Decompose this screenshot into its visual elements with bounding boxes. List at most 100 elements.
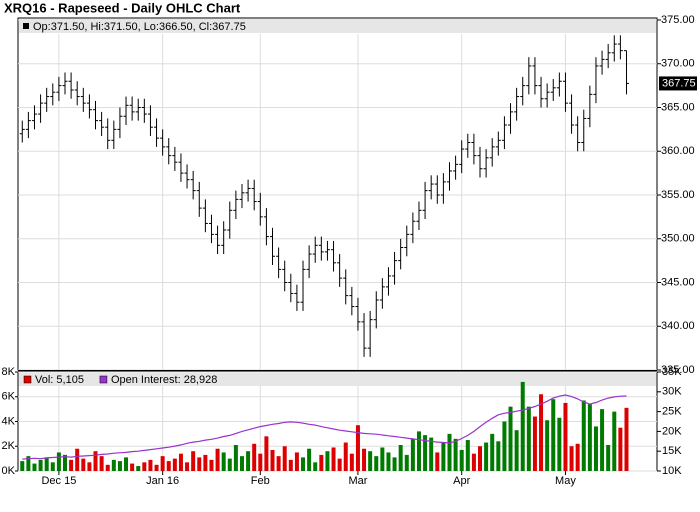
volume-bar	[313, 462, 318, 471]
legend-label: Vol: 5,105	[35, 374, 84, 386]
volume-bar	[508, 406, 513, 471]
volume-bar	[514, 430, 519, 471]
volume-bar	[496, 441, 501, 471]
volume-bar	[392, 457, 397, 471]
volume-bar	[270, 449, 275, 471]
volume-bar	[386, 452, 391, 471]
volume-bar	[325, 451, 330, 471]
volume-bar	[380, 447, 385, 471]
volume-bar	[294, 452, 299, 471]
volume-bar	[404, 454, 409, 471]
volume-bar	[423, 435, 428, 471]
volume-bar	[532, 416, 537, 471]
volume-bar	[471, 453, 476, 471]
volume-bar	[587, 404, 592, 471]
volume-bar	[551, 399, 556, 471]
volume-bar	[178, 453, 183, 471]
volume-bar	[154, 464, 159, 471]
volume-bar	[343, 442, 348, 471]
volume-bar	[197, 457, 202, 471]
volume-bar	[26, 456, 31, 471]
info-text: Op:371.50, Hi:371.50, Lo:366.50, Cl:367.…	[33, 21, 246, 33]
volume-bar	[172, 458, 177, 471]
volume-bar	[453, 438, 458, 471]
last-price-label: 367.75	[662, 77, 696, 89]
volume-bar	[618, 427, 623, 471]
volume-bar	[416, 431, 421, 471]
volume-bar	[575, 443, 580, 471]
volume-bar	[276, 456, 281, 471]
x-tick-label: Dec 15	[41, 475, 76, 487]
volume-bar	[38, 459, 43, 471]
volume-bar	[288, 459, 293, 471]
volume-bar	[569, 446, 574, 471]
volume-bar	[374, 456, 379, 471]
volume-bar	[209, 459, 214, 471]
volume-bar	[142, 462, 147, 471]
volume-bar	[612, 411, 617, 471]
open-interest-line	[22, 394, 627, 460]
volume-bar	[429, 437, 434, 471]
volume-bar	[441, 442, 446, 471]
legend-swatch	[23, 375, 32, 384]
volume-bar	[148, 459, 153, 471]
y2-tick-label: 15K	[662, 445, 682, 457]
volume-bar	[136, 466, 141, 471]
y-tick-label: 335.00	[661, 364, 695, 376]
volume-bar	[185, 462, 190, 471]
volume-bar	[484, 442, 489, 471]
legend-bar	[19, 373, 656, 386]
volume-bar	[93, 451, 98, 471]
volume-bar	[62, 454, 67, 471]
y-tick-label: 0K	[2, 465, 16, 477]
volume-bar	[362, 448, 367, 471]
volume-bar	[160, 456, 165, 471]
volume-bar	[227, 458, 232, 471]
plot-frame	[17, 17, 658, 371]
volume-bar	[349, 453, 354, 471]
x-tick-label: May	[555, 475, 576, 487]
volume-bar	[99, 456, 104, 471]
volume-bar	[111, 459, 116, 471]
volume-bar	[355, 425, 360, 471]
volume-bar	[124, 457, 129, 471]
volume-bar	[56, 452, 61, 471]
x-tick-label: Mar	[348, 475, 367, 487]
y-tick-label: 355.00	[661, 189, 695, 201]
x-tick-label: Jan 16	[146, 475, 179, 487]
volume-bar	[50, 462, 55, 471]
y-tick-label: 345.00	[661, 276, 695, 288]
volume-bar	[69, 459, 74, 471]
y2-tick-label: 25K	[662, 406, 682, 418]
volume-bar	[203, 454, 208, 471]
volume-bar	[520, 381, 525, 471]
info-icon	[23, 23, 29, 29]
volume-bar	[606, 445, 611, 471]
volume-bar	[478, 446, 483, 471]
volume-bar	[545, 420, 550, 471]
volume-bar	[239, 456, 244, 471]
volume-bar	[410, 438, 415, 471]
volume-bar	[600, 409, 605, 471]
y-tick-label: 365.00	[661, 101, 695, 113]
volume-bar	[307, 448, 312, 471]
legend-swatch	[99, 375, 108, 384]
y2-tick-label: 35K	[662, 366, 682, 378]
chart-title: XRQ16 - Rapeseed - Daily OHLC Chart	[4, 0, 241, 15]
volume-bar	[331, 447, 336, 471]
volume-bar	[81, 458, 86, 471]
x-tick-label: Feb	[251, 475, 270, 487]
volume-bar	[465, 440, 470, 471]
volume-bar	[398, 445, 403, 471]
y-tick-label: 370.00	[661, 58, 695, 70]
volume-bar	[221, 452, 226, 471]
y-tick-label: 340.00	[661, 320, 695, 332]
y-tick-label: 2K	[2, 440, 16, 452]
volume-bar	[526, 406, 531, 471]
y-tick-label: 6K	[2, 391, 16, 403]
volume-bar	[20, 461, 25, 471]
y-tick-label: 350.00	[661, 233, 695, 245]
volume-bar	[368, 451, 373, 471]
volume-bar	[319, 454, 324, 471]
